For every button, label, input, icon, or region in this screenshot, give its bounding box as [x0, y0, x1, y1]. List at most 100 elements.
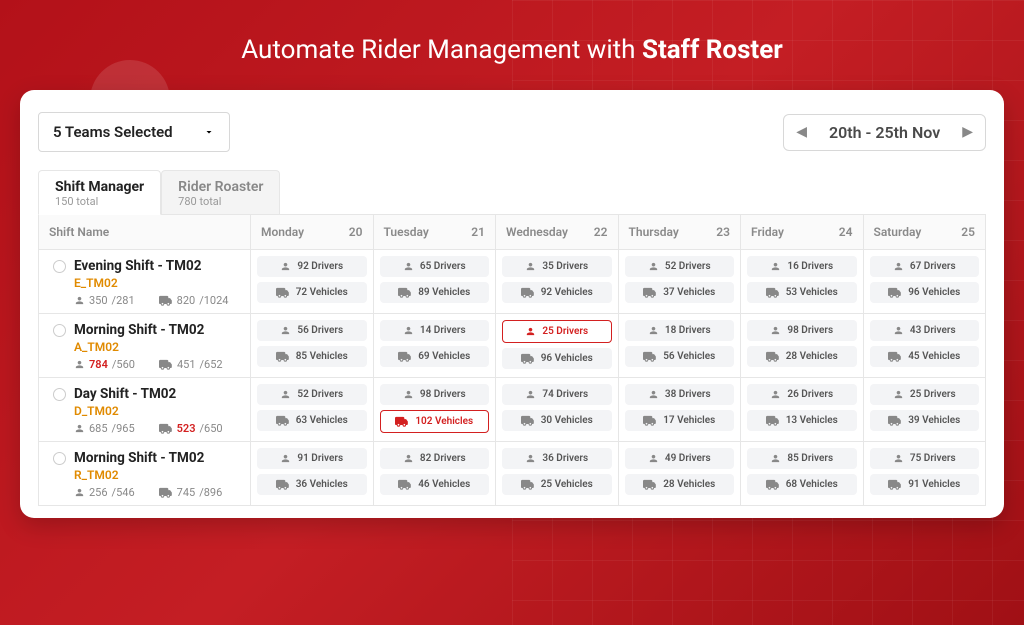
date-next-button[interactable]: ▶ — [962, 124, 973, 140]
drivers-count: 49 Drivers — [665, 453, 711, 464]
vehicles-chip: 102 Vehicles — [380, 410, 490, 433]
shift-code: R_TM02 — [53, 468, 240, 482]
day-cell[interactable]: 85 Drivers 68 Vehicles — [741, 442, 864, 505]
day-cell[interactable]: 16 Drivers53 Vehicles — [741, 250, 864, 313]
vehicles-chip: 96 Vehicles — [502, 348, 612, 369]
shift-people-stat: 784/560 — [74, 358, 135, 371]
day-cell[interactable]: 14 Drivers 69 Vehicles — [374, 314, 497, 377]
drivers-chip: 67 Drivers — [870, 256, 980, 277]
vehicles-chip: 36 Vehicles — [257, 474, 367, 495]
title-pre: Automate Rider Management with — [241, 35, 642, 65]
vehicles-chip: 85 Vehicles — [257, 346, 367, 367]
drivers-count: 16 Drivers — [787, 261, 833, 272]
tab-rider-roaster[interactable]: Rider Roaster780 total — [161, 170, 280, 214]
shift-people-stat: 256/546 — [74, 486, 135, 499]
day-cell[interactable]: 25 Drivers 96 Vehicles — [496, 314, 619, 377]
vehicles-chip: 46 Vehicles — [380, 474, 490, 495]
table-row: Morning Shift - TM02A_TM02784/560451/652… — [39, 314, 985, 378]
drivers-count: 91 Drivers — [297, 453, 343, 464]
day-cell[interactable]: 43 Drivers45 Vehicles — [864, 314, 986, 377]
day-cell[interactable]: 56 Drivers85 Vehicles — [251, 314, 374, 377]
vehicles-chip: 96 Vehicles — [870, 282, 980, 303]
day-cell[interactable]: 35 Drivers 92 Vehicles — [496, 250, 619, 313]
vehicles-count: 17 Vehicles — [663, 415, 715, 426]
day-cell[interactable]: 82 Drivers46 Vehicles — [374, 442, 497, 505]
shift-vehicle-stat: 523/650 — [159, 422, 223, 435]
drivers-chip: 35 Drivers — [502, 256, 612, 277]
shift-code: D_TM02 — [53, 404, 240, 418]
day-cell[interactable]: 98 Drivers28 Vehicles — [741, 314, 864, 377]
shift-radio[interactable] — [53, 324, 66, 337]
title-bold: Staff Roster — [642, 35, 783, 65]
day-cell[interactable]: 18 Drivers56 Vehicles — [619, 314, 742, 377]
shift-name: Morning Shift - TM02 — [74, 450, 204, 466]
vehicles-chip: 68 Vehicles — [747, 474, 857, 495]
day-name: Saturday — [874, 225, 922, 239]
vehicles-count: 69 Vehicles — [418, 351, 470, 362]
day-cell[interactable]: 36 Drivers 25 Vehicles — [496, 442, 619, 505]
day-cell[interactable]: 92 Drivers72 Vehicles — [251, 250, 374, 313]
drivers-count: 85 Drivers — [787, 453, 833, 464]
vehicles-count: 36 Vehicles — [296, 479, 348, 490]
vehicles-count: 28 Vehicles — [663, 479, 715, 490]
date-range-label[interactable]: 20th - 25th Nov — [829, 123, 940, 142]
day-number: 24 — [839, 225, 853, 239]
drivers-count: 25 Drivers — [542, 326, 588, 337]
day-header: Wednesday22 — [496, 215, 619, 249]
shift-radio[interactable] — [53, 388, 66, 401]
vehicles-chip: 25 Vehicles — [502, 474, 612, 495]
day-header: Friday24 — [741, 215, 864, 249]
drivers-chip: 52 Drivers — [625, 256, 735, 277]
vehicles-count: 13 Vehicles — [786, 415, 838, 426]
shift-name: Day Shift - TM02 — [74, 386, 176, 402]
day-cell[interactable]: 38 Drivers17 Vehicles — [619, 378, 742, 441]
drivers-count: 25 Drivers — [910, 389, 956, 400]
vehicles-count: 85 Vehicles — [296, 351, 348, 362]
team-select-dropdown[interactable]: 5 Teams Selected — [38, 112, 230, 152]
drivers-count: 52 Drivers — [665, 261, 711, 272]
day-header: Thursday23 — [619, 215, 742, 249]
day-cell[interactable]: 25 Drivers 39 Vehicles — [864, 378, 986, 441]
day-cell[interactable]: 67 Drivers 96 Vehicles — [864, 250, 986, 313]
shift-radio[interactable] — [53, 452, 66, 465]
drivers-chip: 85 Drivers — [747, 448, 857, 469]
day-cell[interactable]: 49 Drivers 28 Vehicles — [619, 442, 742, 505]
tab-title: Shift Manager — [55, 179, 144, 195]
drivers-chip: 52 Drivers — [257, 384, 367, 405]
shift-vehicle-stat: 745/896 — [159, 486, 223, 499]
day-name: Thursday — [629, 225, 679, 239]
topbar: 5 Teams Selected ◀ 20th - 25th Nov ▶ — [38, 112, 986, 152]
drivers-chip: 65 Drivers — [380, 256, 490, 277]
shift-cell: Evening Shift - TM02E_TM02350/281820/102… — [39, 250, 251, 313]
drivers-chip: 14 Drivers — [380, 320, 490, 341]
day-name: Monday — [261, 225, 304, 239]
day-number: 20 — [349, 225, 363, 239]
day-cell[interactable]: 98 Drivers 102 Vehicles — [374, 378, 497, 441]
day-cell[interactable]: 75 Drivers91 Vehicles — [864, 442, 986, 505]
vehicles-count: 46 Vehicles — [418, 479, 470, 490]
drivers-count: 67 Drivers — [910, 261, 956, 272]
tab-shift-manager[interactable]: Shift Manager150 total — [38, 170, 161, 215]
day-cell[interactable]: 52 Drivers63 Vehicles — [251, 378, 374, 441]
vehicles-count: 39 Vehicles — [908, 415, 960, 426]
drivers-chip: 25 Drivers — [870, 384, 980, 405]
shift-radio[interactable] — [53, 260, 66, 273]
day-cell[interactable]: 26 Drivers13 Vehicles — [741, 378, 864, 441]
drivers-chip: 36 Drivers — [502, 448, 612, 469]
day-cell[interactable]: 91 Drivers 36 Vehicles — [251, 442, 374, 505]
vehicles-chip: 72 Vehicles — [257, 282, 367, 303]
drivers-chip: 25 Drivers — [502, 320, 612, 343]
roster-card: 5 Teams Selected ◀ 20th - 25th Nov ▶ Shi… — [20, 90, 1004, 518]
day-cell[interactable]: 65 Drivers89 Vehicles — [374, 250, 497, 313]
vehicles-count: 92 Vehicles — [541, 287, 593, 298]
drivers-count: 65 Drivers — [420, 261, 466, 272]
vehicles-chip: 56 Vehicles — [625, 346, 735, 367]
day-cell[interactable]: 52 Drivers37 Vehicles — [619, 250, 742, 313]
drivers-chip: 98 Drivers — [380, 384, 490, 405]
vehicles-count: 72 Vehicles — [296, 287, 348, 298]
shift-name-header: Shift Name — [39, 215, 251, 249]
date-prev-button[interactable]: ◀ — [796, 124, 807, 140]
vehicles-chip: 17 Vehicles — [625, 410, 735, 431]
day-number: 21 — [471, 225, 485, 239]
day-cell[interactable]: 74 Drivers30 Vehicles — [496, 378, 619, 441]
